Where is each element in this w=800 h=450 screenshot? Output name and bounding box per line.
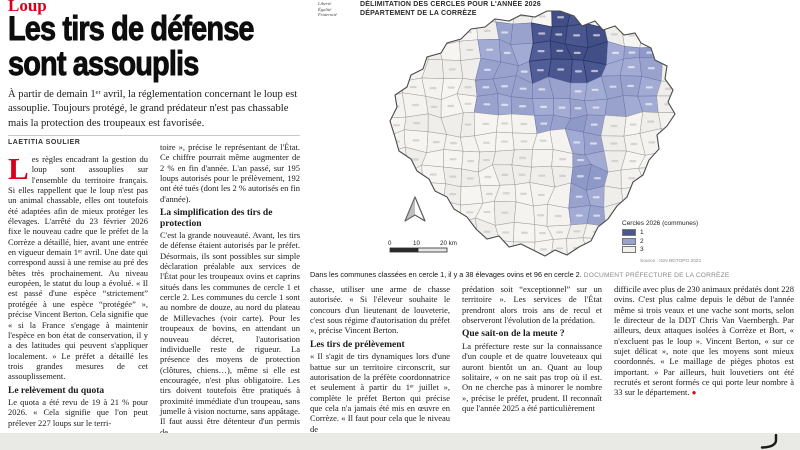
byline: LAETITIA SOULIER (8, 139, 81, 146)
paragraph: La préfecture reste sur la connaissance … (462, 340, 602, 413)
map-legend: Cercles 2026 (communes) 1 2 3 (622, 220, 752, 255)
legend-swatch-1 (622, 229, 636, 236)
map-source: Source : IGN BDTOPO 2021 (640, 259, 702, 264)
legend-title: Cercles 2026 (communes) (622, 220, 699, 227)
svg-text:20 km: 20 km (440, 240, 457, 247)
drop-cap: L (8, 151, 29, 186)
paragraph: « Il s'agit de tirs dynamiques lors d'un… (310, 351, 450, 434)
caption-credit: DOCUMENT PRÉFECTURE DE LA CORRÈZE (583, 272, 730, 279)
paragraph: chasse, utiliser une arme de chasse auto… (310, 284, 450, 336)
svg-text:10: 10 (413, 240, 420, 247)
motto-line: Liberté (318, 1, 332, 6)
map-caption: Dans les communes classées en cercle 1, … (310, 270, 796, 279)
motto-line: Fraternité (318, 12, 337, 18)
article-column-3: chasse, utiliser une arme de chasse auto… (310, 284, 450, 434)
byline-divider (8, 135, 300, 136)
svg-text:0: 0 (388, 240, 392, 247)
legend-swatch-3 (622, 246, 636, 253)
paragraph: es règles encadrant la gestion du loup s… (8, 154, 148, 382)
paragraph: prédation soit “exceptionnel” sur un ter… (462, 284, 602, 326)
headline-line-2: sont assouplis (8, 45, 200, 83)
viewer-background-strip (0, 433, 800, 450)
map-title-line-1: DÉLIMITATION DES CERCLES POUR L'ANNÉE 20… (360, 1, 541, 8)
article-column-2: toire », précise le représentant de l'Ét… (160, 142, 300, 437)
map-scale-bar: 0 10 20 km (388, 240, 457, 253)
correze-communes-map: 0 10 20 km (388, 8, 678, 258)
article-column-5: difficile avec plus de 230 animaux préda… (614, 284, 794, 432)
end-mark: ● (691, 388, 697, 398)
paragraph: difficile avec plus de 230 animaux préda… (614, 284, 794, 398)
legend-swatch-2 (622, 237, 636, 245)
paragraph: Le quota a été revu de 19 à 21 % pour 20… (8, 397, 148, 428)
motto-line: Égalité (318, 6, 332, 12)
article-column-4: prédation soit “exceptionnel” sur un ter… (462, 284, 602, 432)
standfirst: À partir de demain 1ᵉʳ avril, la régleme… (8, 89, 298, 129)
paragraph: C'est la grande nouveauté. Avant, les ti… (160, 230, 300, 437)
map-svg: 0 10 20 km (388, 10, 676, 257)
legend-item-cercle-1: 1 (622, 229, 752, 236)
legend-item-cercle-2: 2 (622, 237, 752, 245)
french-republic-motto: Liberté Égalité Fraternité (318, 1, 378, 18)
page-curl-icon[interactable] (758, 434, 780, 449)
map-title: DÉLIMITATION DES CERCLES POUR L'ANNÉE 20… (360, 1, 620, 18)
subhead-meute: Que sait-on de la meute ? (462, 329, 565, 340)
legend-label-2: 2 (640, 237, 644, 245)
subhead-prelevement: Les tirs de prélèvement (310, 339, 405, 350)
caption-text: Dans les communes classées en cercle 1, … (310, 270, 582, 279)
north-arrow-icon (404, 196, 426, 222)
map-title-line-2: DÉPARTEMENT DE LA CORRÈZE (360, 9, 477, 17)
legend-item-cercle-3: 3 (622, 246, 752, 253)
legend-label-1: 1 (640, 229, 644, 236)
subhead-quota: Le relèvement du quota (8, 385, 105, 396)
legend-label-3: 3 (640, 246, 644, 253)
paragraph: toire », précise le représentant de l'Ét… (160, 142, 300, 204)
article-headline: Les tirs de défense sont assouplis (8, 10, 314, 83)
subhead-simplification: La simplification des tirs de protection (160, 208, 273, 229)
headline-line-1: Les tirs de défense (8, 10, 255, 48)
section-kicker: Loup (8, 0, 47, 15)
